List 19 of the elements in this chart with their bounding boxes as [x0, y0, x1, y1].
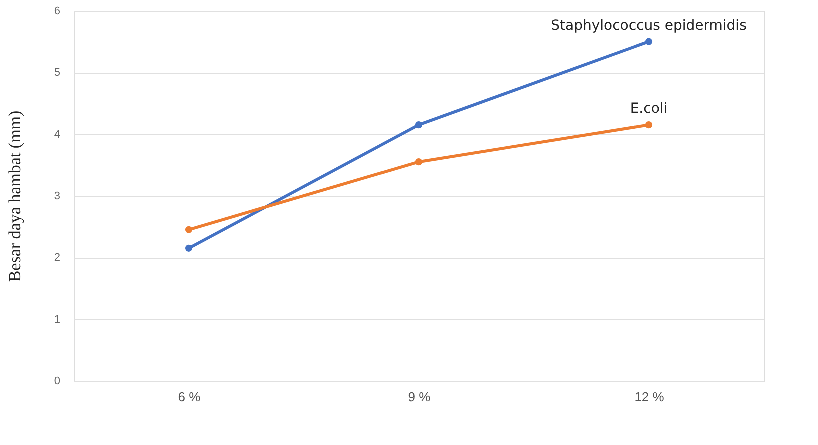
y-tick-label: 6 — [54, 6, 60, 18]
y-tick-label: 0 — [54, 376, 60, 388]
y-axis-title: Besar daya hambat (mm) — [5, 110, 24, 282]
y-tick-label: 1 — [54, 314, 60, 326]
y-tick-label: 2 — [54, 252, 60, 264]
series-label: Staphylococcus epidermidis — [551, 18, 747, 34]
point — [185, 244, 193, 252]
y-tick-label: 4 — [54, 128, 60, 141]
series-label: E.coli — [630, 101, 668, 118]
x-tick-label: 12 % — [634, 390, 665, 404]
y-tick-label: 5 — [54, 67, 60, 80]
point — [415, 122, 423, 129]
point — [185, 226, 193, 234]
point — [645, 122, 653, 129]
point — [645, 38, 653, 46]
x-tick-label: 9 % — [408, 390, 432, 404]
x-tick-label: 6 % — [178, 390, 202, 404]
y-tick-label: 3 — [54, 190, 60, 202]
point — [415, 158, 423, 166]
